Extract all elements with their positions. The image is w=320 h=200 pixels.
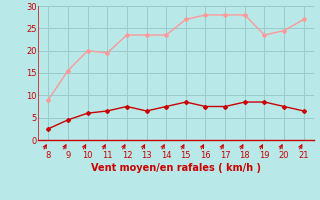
X-axis label: Vent moyen/en rafales ( km/h ): Vent moyen/en rafales ( km/h ) — [91, 163, 261, 173]
